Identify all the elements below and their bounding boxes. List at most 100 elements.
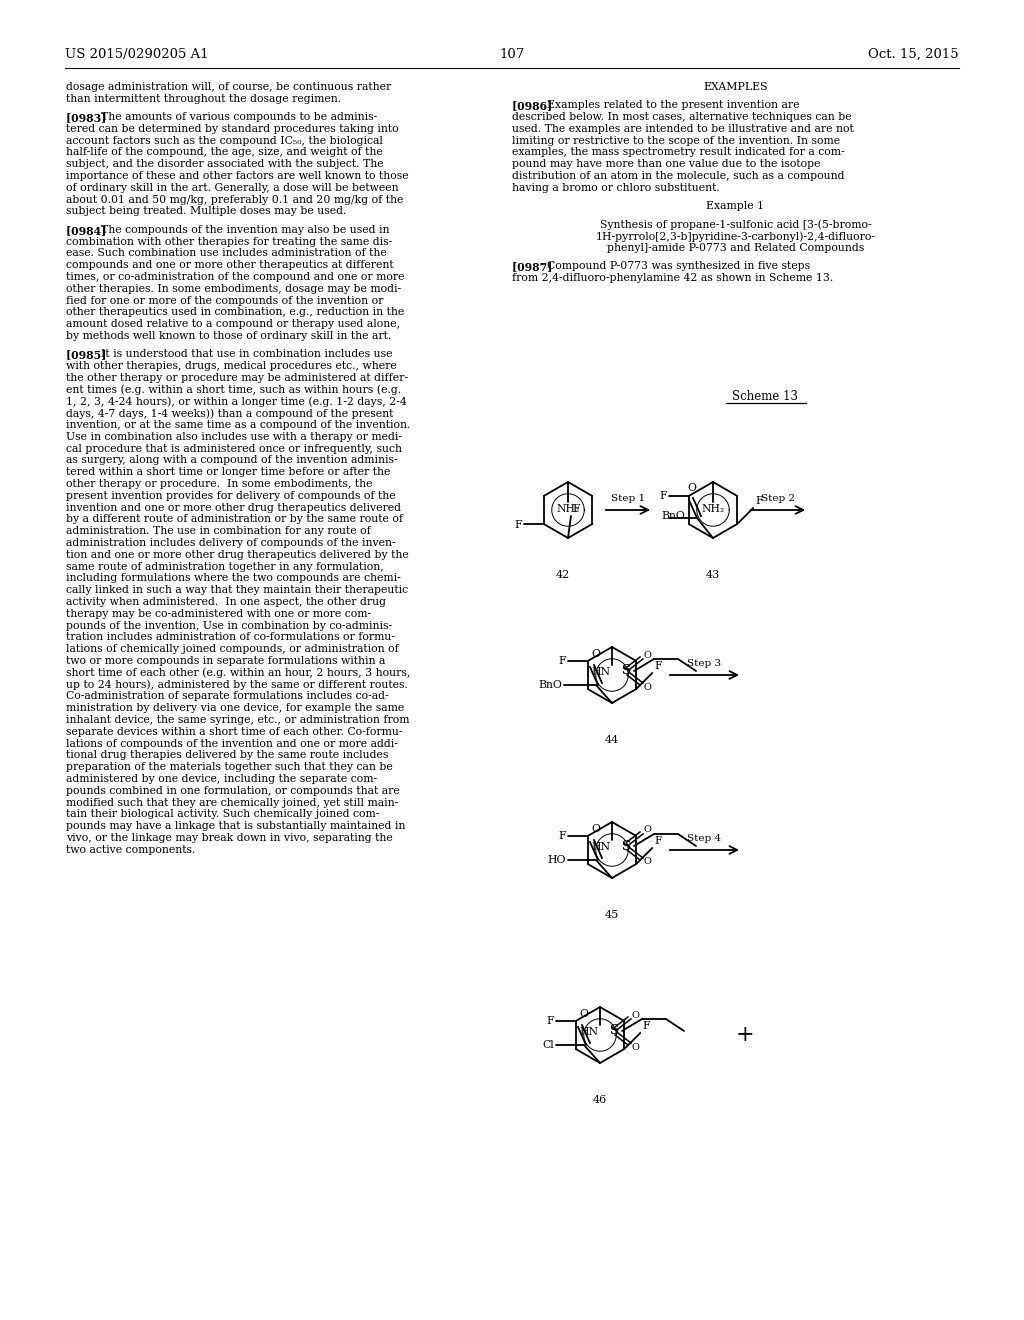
Text: O: O [644,651,652,660]
Text: by methods well known to those of ordinary skill in the art.: by methods well known to those of ordina… [66,331,391,341]
Text: from 2,4-difluoro-phenylamine 42 as shown in Scheme 13.: from 2,4-difluoro-phenylamine 42 as show… [512,273,834,284]
Text: times, or co-administration of the compound and one or more: times, or co-administration of the compo… [66,272,404,282]
Text: examples, the mass spectrometry result indicated for a com-: examples, the mass spectrometry result i… [512,148,845,157]
Text: O: O [580,1008,589,1019]
Text: ministration by delivery via one device, for example the same: ministration by delivery via one device,… [66,704,404,713]
Text: lations of compounds of the invention and one or more addi-: lations of compounds of the invention an… [66,739,398,748]
Text: modified such that they are chemically joined, yet still main-: modified such that they are chemically j… [66,797,398,808]
Text: O: O [687,483,696,492]
Text: O: O [644,682,652,692]
Text: Compound P-0773 was synthesized in five steps: Compound P-0773 was synthesized in five … [541,261,811,272]
Text: 1, 2, 3, 4-24 hours), or within a longer time (e.g. 1-2 days, 2-4: 1, 2, 3, 4-24 hours), or within a longer… [66,396,407,407]
Text: [0983]: [0983] [66,112,111,123]
Text: F: F [558,656,565,667]
Text: pounds may have a linkage that is substantially maintained in: pounds may have a linkage that is substa… [66,821,406,832]
Text: 44: 44 [605,735,620,744]
Text: F: F [572,504,580,513]
Text: with other therapies, drugs, medical procedures etc., where: with other therapies, drugs, medical pro… [66,362,396,371]
Text: having a bromo or chloro substituent.: having a bromo or chloro substituent. [512,183,720,193]
Text: other therapy or procedure.  In some embodiments, the: other therapy or procedure. In some embo… [66,479,373,490]
Text: same route of administration together in any formulation,: same route of administration together in… [66,562,384,572]
Text: vivo, or the linkage may break down in vivo, separating the: vivo, or the linkage may break down in v… [66,833,393,843]
Text: administered by one device, including the separate com-: administered by one device, including th… [66,774,377,784]
Text: pound may have more than one value due to the isotope: pound may have more than one value due t… [512,160,820,169]
Text: tered can be determined by standard procedures taking into: tered can be determined by standard proc… [66,124,398,133]
Text: S: S [622,840,631,853]
Text: of ordinary skill in the art. Generally, a dose will be between: of ordinary skill in the art. Generally,… [66,183,398,193]
Text: phenyl]-amide P-0773 and Related Compounds: phenyl]-amide P-0773 and Related Compoun… [607,243,864,253]
Text: preparation of the materials together such that they can be: preparation of the materials together su… [66,762,393,772]
Text: F: F [756,496,763,506]
Text: present invention provides for delivery of compounds of the: present invention provides for delivery … [66,491,395,500]
Text: tain their biological activity. Such chemically joined com-: tain their biological activity. Such che… [66,809,379,820]
Text: F: F [659,491,667,502]
Text: F: F [642,1020,650,1031]
Text: F: F [654,661,662,671]
Text: 43: 43 [706,570,720,579]
Text: O: O [644,825,652,834]
Text: days, 4-7 days, 1-4 weeks)) than a compound of the present: days, 4-7 days, 1-4 weeks)) than a compo… [66,408,393,418]
Text: HN: HN [591,842,610,851]
Text: therapy may be co-administered with one or more com-: therapy may be co-administered with one … [66,609,371,619]
Text: Oct. 15, 2015: Oct. 15, 2015 [868,48,959,61]
Text: Step 1: Step 1 [611,494,645,503]
Text: EXAMPLES: EXAMPLES [703,82,768,92]
Text: including formulations where the two compounds are chemi-: including formulations where the two com… [66,573,400,583]
Text: ease. Such combination use includes administration of the: ease. Such combination use includes admi… [66,248,387,259]
Text: distribution of an atom in the molecule, such as a compound: distribution of an atom in the molecule,… [512,172,845,181]
Text: fied for one or more of the compounds of the invention or: fied for one or more of the compounds of… [66,296,383,306]
Text: as surgery, along with a compound of the invention adminis-: as surgery, along with a compound of the… [66,455,397,466]
Text: the other therapy or procedure may be administered at differ-: the other therapy or procedure may be ad… [66,372,408,383]
Text: half-life of the compound, the age, size, and weight of the: half-life of the compound, the age, size… [66,148,383,157]
Text: ent times (e.g. within a short time, such as within hours (e.g.: ent times (e.g. within a short time, suc… [66,384,401,395]
Text: Use in combination also includes use with a therapy or medi-: Use in combination also includes use wit… [66,432,402,442]
Text: compounds and one or more other therapeutics at different: compounds and one or more other therapeu… [66,260,393,271]
Text: up to 24 hours), administered by the same or different routes.: up to 24 hours), administered by the sam… [66,680,408,690]
Text: F: F [654,836,662,846]
Text: F: F [546,1016,554,1026]
Text: cally linked in such a way that they maintain their therapeutic: cally linked in such a way that they mai… [66,585,409,595]
Text: BnO: BnO [662,511,685,521]
Text: Synthesis of propane-1-sulfonic acid [3-(5-bromo-: Synthesis of propane-1-sulfonic acid [3-… [600,219,871,230]
Text: US 2015/0290205 A1: US 2015/0290205 A1 [65,48,209,61]
Text: short time of each other (e.g. within an hour, 2 hours, 3 hours,: short time of each other (e.g. within an… [66,668,411,678]
Text: 1H-pyrrolo[2,3-b]pyridine-3-carbonyl)-2,4-difluoro-: 1H-pyrrolo[2,3-b]pyridine-3-carbonyl)-2,… [596,231,876,242]
Text: Step 2: Step 2 [761,494,795,503]
Text: tration includes administration of co-formulations or formu-: tration includes administration of co-fo… [66,632,395,643]
Text: +: + [735,1024,755,1045]
Text: invention and one or more other drug therapeutics delivered: invention and one or more other drug the… [66,503,401,512]
Text: O: O [632,1043,640,1052]
Text: Examples related to the present invention are: Examples related to the present inventio… [541,100,800,111]
Text: O: O [592,649,600,659]
Text: Cl: Cl [543,1040,554,1049]
Text: 45: 45 [605,909,620,920]
Text: The amounts of various compounds to be adminis-: The amounts of various compounds to be a… [94,112,378,121]
Text: other therapeutics used in combination, e.g., reduction in the: other therapeutics used in combination, … [66,308,404,317]
Text: combination with other therapies for treating the same dis-: combination with other therapies for tre… [66,236,392,247]
Text: [0986]: [0986] [512,100,556,111]
Text: dosage administration will, of course, be continuous rather: dosage administration will, of course, b… [66,82,391,92]
Text: lations of chemically joined compounds, or administration of: lations of chemically joined compounds, … [66,644,398,655]
Text: [0984]: [0984] [66,224,110,236]
Text: It is understood that use in combination includes use: It is understood that use in combination… [94,350,393,359]
Text: account factors such as the compound IC₅₀, the biological: account factors such as the compound IC₅… [66,136,383,145]
Text: O: O [592,824,600,834]
Text: [0985]: [0985] [66,350,111,360]
Text: by a different route of administration or by the same route of: by a different route of administration o… [66,515,403,524]
Text: Step 3: Step 3 [687,659,722,668]
Text: inhalant device, the same syringe, etc., or administration from: inhalant device, the same syringe, etc.,… [66,715,410,725]
Text: administration includes delivery of compounds of the inven-: administration includes delivery of comp… [66,539,395,548]
Text: two active components.: two active components. [66,845,196,855]
Text: pounds of the invention, Use in combination by co-adminis-: pounds of the invention, Use in combinat… [66,620,392,631]
Text: S: S [622,664,631,677]
Text: described below. In most cases, alternative techniques can be: described below. In most cases, alternat… [512,112,852,121]
Text: separate devices within a short time of each other. Co-formu-: separate devices within a short time of … [66,727,402,737]
Text: S: S [609,1024,618,1038]
Text: NH₂: NH₂ [556,504,580,513]
Text: about 0.01 and 50 mg/kg, preferably 0.1 and 20 mg/kg of the: about 0.01 and 50 mg/kg, preferably 0.1 … [66,194,403,205]
Text: F: F [514,520,522,531]
Text: tion and one or more other drug therapeutics delivered by the: tion and one or more other drug therapeu… [66,550,409,560]
Text: 46: 46 [593,1096,607,1105]
Text: tered within a short time or longer time before or after the: tered within a short time or longer time… [66,467,390,478]
Text: Co-administration of separate formulations includes co-ad-: Co-administration of separate formulatio… [66,692,389,701]
